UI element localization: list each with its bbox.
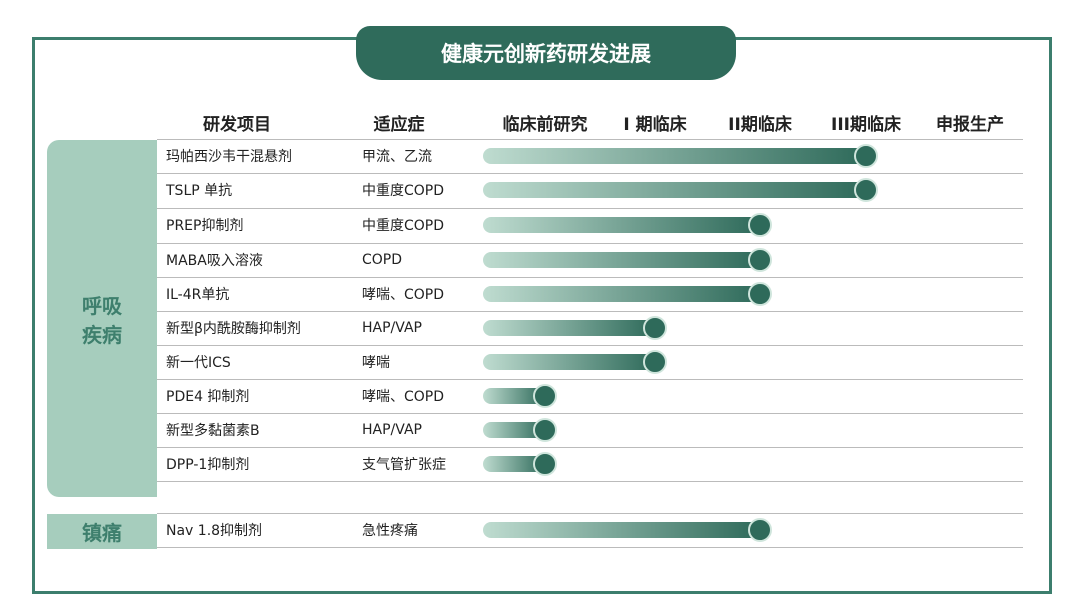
progress-bar xyxy=(483,354,655,370)
row-separator xyxy=(157,447,1023,448)
progress-bar xyxy=(483,182,866,198)
progress-end xyxy=(854,144,878,168)
column-header: II期临床 xyxy=(728,115,792,135)
row-separator xyxy=(157,277,1023,278)
indication: COPD xyxy=(362,252,403,268)
project: MABA吸入溶液 xyxy=(166,253,263,269)
indication: 甲流、乙流 xyxy=(362,149,432,165)
title: 健康元创新药研发进展 xyxy=(356,26,736,80)
progress-end xyxy=(748,282,772,306)
project: Nav 1.8抑制剂 xyxy=(166,523,263,539)
row-separator xyxy=(157,481,1023,482)
progress-bar xyxy=(483,286,760,302)
row-separator xyxy=(157,547,1023,548)
column-header: 研发项目 xyxy=(203,115,271,135)
row-separator xyxy=(157,379,1023,380)
indication: 哮喘 xyxy=(362,355,390,371)
project: PDE4 抑制剂 xyxy=(166,389,250,405)
progress-end xyxy=(748,248,772,272)
progress-end xyxy=(748,213,772,237)
progress-bar xyxy=(483,388,545,404)
progress-end xyxy=(533,452,557,476)
column-header: 临床前研究 xyxy=(502,115,588,135)
progress-end xyxy=(643,350,667,374)
progress-end xyxy=(748,518,772,542)
row-separator xyxy=(157,208,1023,209)
row-separator xyxy=(157,243,1023,244)
indication: 哮喘、COPD xyxy=(362,287,445,303)
indication: 中重度COPD xyxy=(362,218,445,234)
column-header: 适应症 xyxy=(373,115,425,135)
project: PREP抑制剂 xyxy=(166,218,244,234)
column-header: I 期临床 xyxy=(623,115,687,135)
row-separator xyxy=(157,173,1023,174)
row-separator xyxy=(157,413,1023,414)
project: 新型β内酰胺酶抑制剂 xyxy=(166,321,301,337)
group-label: 呼吸疾病 xyxy=(47,140,157,497)
column-header: 申报生产 xyxy=(936,115,1004,135)
row-separator xyxy=(157,345,1023,346)
project: TSLP 单抗 xyxy=(166,183,233,199)
indication: 中重度COPD xyxy=(362,183,445,199)
progress-bar xyxy=(483,456,545,472)
project: 新一代ICS xyxy=(166,355,231,371)
progress-bar xyxy=(483,522,760,538)
indication: 哮喘、COPD xyxy=(362,389,445,405)
indication: 支气管扩张症 xyxy=(362,457,446,473)
project: DPP-1抑制剂 xyxy=(166,457,250,473)
progress-end xyxy=(533,418,557,442)
progress-end xyxy=(643,316,667,340)
project: 新型多黏菌素B xyxy=(166,423,260,439)
indication: 急性疼痛 xyxy=(362,523,418,539)
row-separator xyxy=(157,311,1023,312)
progress-bar xyxy=(483,148,866,164)
progress-bar xyxy=(483,320,655,336)
project: 玛帕西沙韦干混悬剂 xyxy=(166,149,292,165)
progress-bar xyxy=(483,252,760,268)
indication: HAP/VAP xyxy=(362,422,422,438)
indication: HAP/VAP xyxy=(362,320,422,336)
row-separator xyxy=(157,513,1023,514)
group-label: 镇痛 xyxy=(47,514,157,549)
progress-end xyxy=(533,384,557,408)
progress-end xyxy=(854,178,878,202)
row-separator xyxy=(157,139,1023,140)
column-header: III期临床 xyxy=(831,115,901,135)
project: IL-4R单抗 xyxy=(166,287,230,303)
progress-bar xyxy=(483,422,545,438)
progress-bar xyxy=(483,217,760,233)
